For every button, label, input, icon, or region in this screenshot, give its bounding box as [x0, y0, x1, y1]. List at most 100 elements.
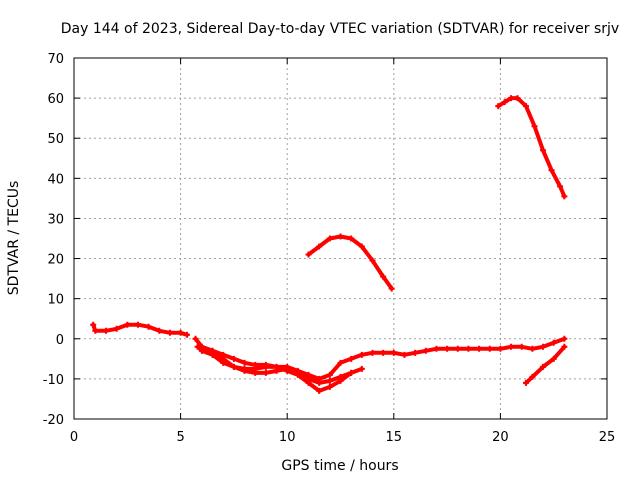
y-tick-label: 30	[47, 212, 64, 227]
y-tick-label: 20	[47, 253, 64, 268]
data-point	[550, 355, 557, 362]
series-group	[90, 95, 568, 394]
data-point	[284, 367, 291, 374]
data-point	[230, 355, 237, 362]
data-point	[348, 235, 355, 242]
data-point	[358, 243, 365, 250]
data-point	[380, 273, 387, 280]
data-point	[90, 321, 97, 328]
data-point	[476, 345, 483, 352]
y-tick-label: 10	[47, 293, 64, 308]
data-point	[358, 365, 365, 372]
data-point	[388, 285, 395, 292]
data-point	[531, 123, 538, 130]
data-point	[348, 369, 355, 376]
data-point	[209, 351, 216, 358]
x-tick-label: 5	[176, 430, 184, 445]
data-point	[102, 327, 109, 334]
series-track-5	[522, 343, 568, 386]
data-point	[508, 95, 515, 102]
data-point	[326, 235, 333, 242]
data-point	[380, 349, 387, 356]
data-point	[316, 387, 323, 394]
data-point	[337, 233, 344, 240]
data-point	[522, 379, 529, 386]
data-point	[326, 383, 333, 390]
data-point	[540, 363, 547, 370]
y-tick-label: 70	[47, 52, 64, 67]
series-line	[496, 96, 567, 199]
y-tick-label: -20	[43, 413, 64, 428]
data-point	[220, 359, 227, 366]
x-tick-label: 25	[599, 430, 616, 445]
data-point	[497, 345, 504, 352]
data-point	[273, 363, 280, 370]
y-tick-label: 60	[47, 92, 64, 107]
data-point	[358, 351, 365, 358]
data-point	[348, 355, 355, 362]
data-point	[561, 335, 568, 342]
x-tick-label: 10	[279, 430, 296, 445]
data-point	[422, 347, 429, 354]
data-point	[294, 371, 301, 378]
series-track-2	[192, 335, 568, 382]
data-point	[262, 369, 269, 376]
plot-frame	[73, 57, 608, 420]
y-tick-label: -10	[43, 373, 64, 388]
data-point	[465, 345, 472, 352]
data-point	[501, 99, 508, 106]
series-track-6	[305, 233, 395, 292]
data-point	[134, 321, 141, 328]
data-point	[124, 321, 131, 328]
data-point	[166, 329, 173, 336]
data-point	[145, 323, 152, 330]
axis-ticks: 0 5 10 15 20 25 -20 -10 0 10 20 30 40 50 60 70	[43, 52, 616, 445]
y-tick-label: 50	[47, 132, 64, 147]
data-point	[369, 257, 376, 264]
data-point	[561, 193, 568, 200]
data-point	[557, 183, 564, 190]
data-point	[548, 167, 555, 174]
chart-title: Day 144 of 2023, Sidereal Day-to-day VTE…	[61, 21, 619, 37]
data-point	[412, 349, 419, 356]
data-point	[230, 363, 237, 370]
data-point	[486, 345, 493, 352]
data-point	[192, 335, 199, 342]
x-axis-label: GPS time / hours	[281, 458, 398, 474]
data-point	[316, 379, 323, 386]
y-axis-label: SDTVAR / TECUs	[6, 181, 22, 296]
x-tick-label: 20	[492, 430, 509, 445]
x-tick-label: 0	[70, 430, 78, 445]
data-point	[518, 343, 525, 350]
data-point	[444, 345, 451, 352]
data-point	[401, 351, 408, 358]
data-point	[390, 349, 397, 356]
data-point	[113, 325, 120, 332]
series-track-7	[495, 95, 568, 200]
data-point	[326, 371, 333, 378]
data-point	[177, 329, 184, 336]
data-point	[92, 327, 99, 334]
data-point	[540, 147, 547, 154]
data-point	[241, 365, 248, 372]
data-point	[529, 345, 536, 352]
data-point	[305, 251, 312, 258]
data-point	[522, 103, 529, 110]
data-point	[194, 343, 201, 350]
series-line	[306, 234, 394, 291]
data-point	[495, 103, 502, 110]
x-tick-label: 15	[386, 430, 403, 445]
data-point	[550, 339, 557, 346]
data-point	[305, 379, 312, 386]
data-point	[316, 243, 323, 250]
data-point	[514, 95, 521, 102]
data-point	[183, 331, 190, 338]
data-point	[326, 377, 333, 384]
data-point	[241, 359, 248, 366]
data-point	[508, 343, 515, 350]
data-point	[156, 327, 163, 334]
data-point	[561, 343, 568, 350]
data-point	[252, 365, 259, 372]
data-point	[337, 377, 344, 384]
